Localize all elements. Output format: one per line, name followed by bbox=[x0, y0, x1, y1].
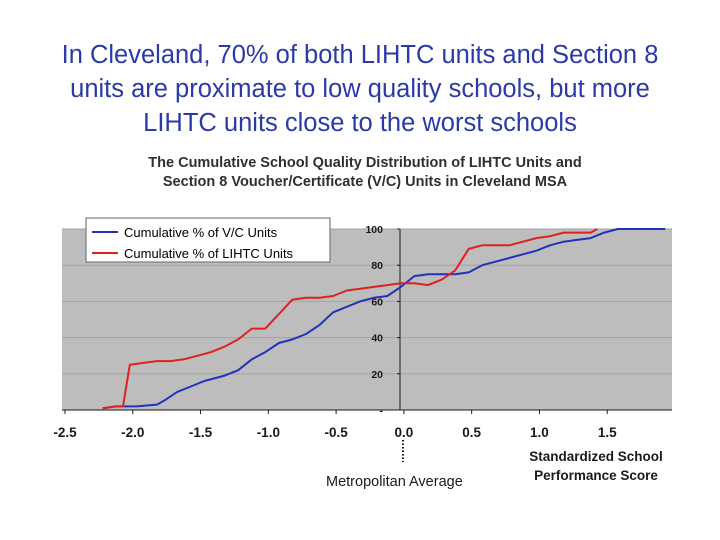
y-tick-label: 60 bbox=[371, 296, 383, 308]
x-tick-label: 0.0 bbox=[394, 425, 413, 440]
x-tick-label: 0.5 bbox=[462, 425, 481, 440]
x-tick-label: -2.0 bbox=[121, 425, 144, 440]
y-tick-label: 40 bbox=[371, 333, 383, 345]
y-tick-label: 20 bbox=[371, 369, 383, 381]
chart-title: The Cumulative School Quality Distributi… bbox=[60, 154, 670, 192]
axes bbox=[62, 229, 672, 411]
metro-average-label: Metropolitan Average bbox=[326, 474, 463, 490]
x-tick-label: 1.0 bbox=[530, 425, 549, 440]
chart-title-line: The Cumulative School Quality Distributi… bbox=[148, 155, 582, 171]
series-layer bbox=[102, 228, 666, 410]
legend: Cumulative % of V/C Units Cumulative % o… bbox=[85, 217, 331, 263]
y-tick-label: 100 bbox=[365, 224, 383, 236]
slide-title-line: In Cleveland, 70% of both LIHTC units an… bbox=[61, 41, 659, 69]
x-tick-label: -1.5 bbox=[189, 425, 213, 440]
slide-title-line: LIHTC units close to the worst schools bbox=[143, 109, 577, 137]
legend-label-vc: Cumulative % of V/C Units bbox=[124, 225, 278, 240]
y-tick-label: - bbox=[380, 405, 384, 417]
legend-label-lihtc: Cumulative % of LIHTC Units bbox=[124, 246, 294, 261]
legend-box bbox=[85, 217, 331, 263]
y-tick-label: 80 bbox=[371, 260, 383, 272]
x-tick-label: -1.0 bbox=[257, 425, 280, 440]
series-line-vc bbox=[102, 228, 666, 410]
x-tick-label: 1.5 bbox=[598, 425, 617, 440]
x-axis-label-line: Performance Score bbox=[534, 468, 658, 483]
x-tick-label: -2.5 bbox=[53, 425, 77, 440]
slide-title-line: units are proximate to low quality schoo… bbox=[70, 75, 650, 103]
x-axis-ticks: -2.5 -2.0 -1.5 -1.0 -0.5 0.0 0.5 1.0 1.5 bbox=[53, 410, 617, 440]
series-line-lihtc bbox=[102, 228, 598, 410]
slide-title: In Cleveland, 70% of both LIHTC units an… bbox=[0, 38, 720, 140]
y-axis-ticks: - 20 40 60 80 100 bbox=[365, 224, 400, 417]
x-tick-label: -0.5 bbox=[324, 425, 348, 440]
chart-title-line: Section 8 Voucher/Certificate (V/C) Unit… bbox=[162, 174, 568, 190]
x-axis-label-line: Standardized School bbox=[529, 449, 663, 464]
